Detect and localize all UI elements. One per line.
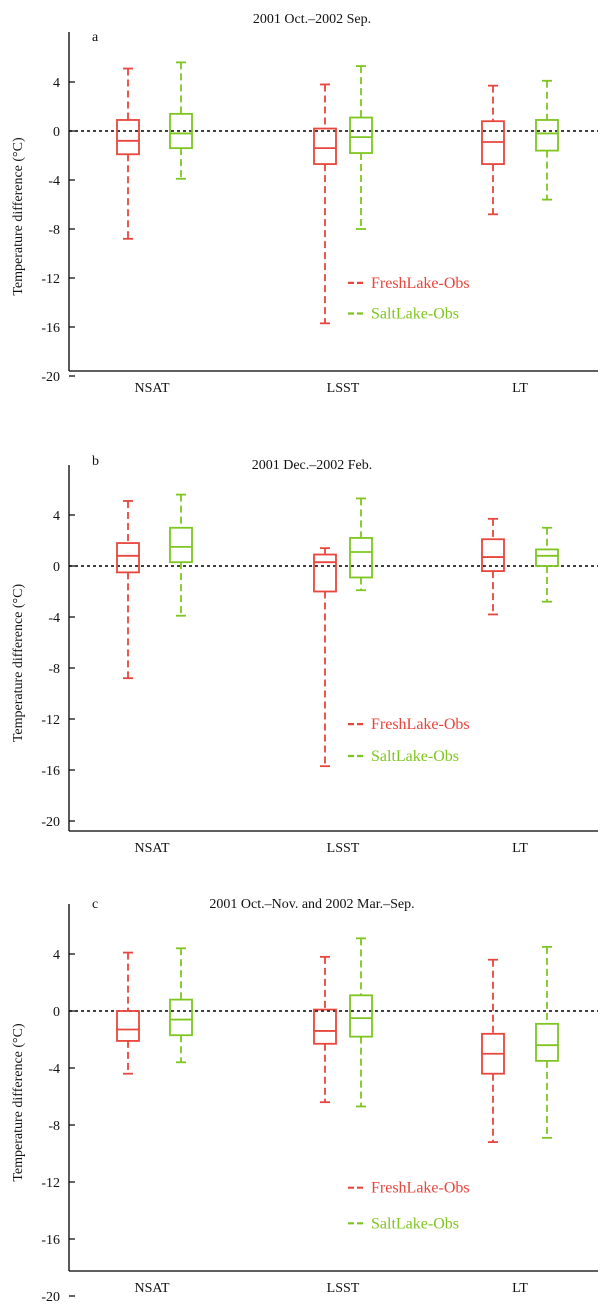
x-category-label: LSST [327,841,360,856]
box-salt-lt [535,526,559,603]
y-tick-label: 0 [53,1005,60,1020]
x-category-label: LT [512,841,528,856]
y-tick-label: -4 [48,174,60,189]
y-tick-label: -8 [48,1119,60,1134]
box-salt-lsst [349,937,373,1108]
iqr-box [116,1010,140,1042]
y-tick-label: -12 [41,272,60,287]
legend: FreshLake-Obs SaltLake-Obs [371,275,470,323]
y-tick-label: 4 [53,948,60,963]
panel-letter: c [92,897,98,912]
iqr-box [349,537,373,579]
box-fresh-lt [481,958,505,1143]
box-plots [68,32,598,377]
panel-c: 2001 Oct.–Nov. and 2002 Mar.–Sep. c Temp… [11,897,598,1305]
iqr-box [535,548,559,567]
legend: FreshLake-Obs SaltLake-Obs [371,716,470,765]
y-tick-label: -16 [41,1233,60,1248]
box-salt-lsst [349,65,373,230]
y-tick-label: 0 [53,560,60,575]
panel-letter: b [92,454,99,469]
box-fresh-lsst [313,83,337,325]
y-tick-label: 0 [53,125,60,140]
legend-label-fresh: FreshLake-Obs [371,716,470,733]
box-plots [68,465,598,832]
y-tick-label: -20 [41,1290,60,1305]
legend-label-salt: SaltLake-Obs [371,748,459,765]
x-category-label: NSAT [134,381,169,396]
y-tick-label: 4 [53,509,60,524]
box-fresh-lt [481,517,505,616]
iqr-box [313,553,337,593]
box-salt-lt [535,945,559,1139]
x-axis-categories: NSAT LSST LT [134,1281,528,1296]
panel-letter: a [92,30,99,45]
iqr-box [349,116,373,154]
y-tick-label: -12 [41,1176,60,1191]
y-tick-label: -16 [41,321,60,336]
box-fresh-lt [481,84,505,216]
y-tick-label: 4 [53,76,60,91]
iqr-box [349,994,373,1038]
x-axis-categories: NSAT LSST LT [134,841,528,856]
x-category-label: NSAT [134,1281,169,1296]
x-category-label: LSST [327,381,360,396]
y-tick-label: -16 [41,764,60,779]
y-tick-label: -20 [41,815,60,830]
box-fresh-lsst [313,547,337,768]
box-salt-nsat [169,947,193,1064]
y-tick-label: -4 [48,611,60,626]
y-tick-label: -4 [48,1062,60,1077]
box-salt-nsat [169,493,193,617]
x-category-label: NSAT [134,841,169,856]
y-axis-label: Temperature difference (°C) [11,584,26,743]
legend-label-fresh: FreshLake-Obs [371,275,470,292]
legend-label-fresh: FreshLake-Obs [371,1180,470,1197]
panel-title: 2001 Dec.–2002 Feb. [252,458,373,473]
y-tick-label: -8 [48,662,60,677]
panel-title: 2001 Oct.–Nov. and 2002 Mar.–Sep. [209,897,414,912]
panel-a: 2001 Oct.–2002 Sep. a Temperature differ… [11,12,598,396]
y-axis-ticks: 4 0 -4 -8 -12 -16 -20 [41,948,60,1305]
x-category-label: LT [512,1281,528,1296]
box-salt-lt [535,79,559,201]
iqr-box [169,526,193,564]
y-axis-label: Temperature difference (°C) [11,137,26,296]
box-salt-nsat [169,61,193,180]
iqr-box [116,119,140,156]
iqr-box [169,998,193,1037]
box-plots [68,904,598,1297]
y-tick-label: -20 [41,370,60,385]
y-axis-ticks: 4 0 -4 -8 -12 -16 -20 [41,509,60,830]
iqr-box [116,542,140,574]
panel-title: 2001 Oct.–2002 Sep. [253,12,371,27]
legend-label-salt: SaltLake-Obs [371,306,459,323]
box-salt-lsst [349,497,373,592]
iqr-box [313,1008,337,1045]
x-category-label: LSST [327,1281,360,1296]
box-fresh-nsat [116,500,140,680]
y-axis-ticks: 4 0 -4 -8 -12 -16 -20 [41,76,60,385]
legend: FreshLake-Obs SaltLake-Obs [371,1180,470,1233]
x-axis-categories: NSAT LSST LT [134,381,528,396]
box-fresh-lsst [313,955,337,1104]
iqr-box [169,112,193,150]
iqr-box [481,538,505,572]
iqr-box [535,119,559,152]
y-axis-label: Temperature difference (°C) [11,1023,26,1182]
iqr-box [535,1022,559,1062]
legend-label-salt: SaltLake-Obs [371,1215,459,1232]
y-tick-label: -8 [48,223,60,238]
y-tick-label: -12 [41,713,60,728]
x-category-label: LT [512,381,528,396]
panel-b: 2001 Dec.–2002 Feb. b Temperature differ… [11,454,598,856]
box-fresh-nsat [116,951,140,1075]
box-fresh-nsat [116,67,140,240]
iqr-box [313,127,337,165]
